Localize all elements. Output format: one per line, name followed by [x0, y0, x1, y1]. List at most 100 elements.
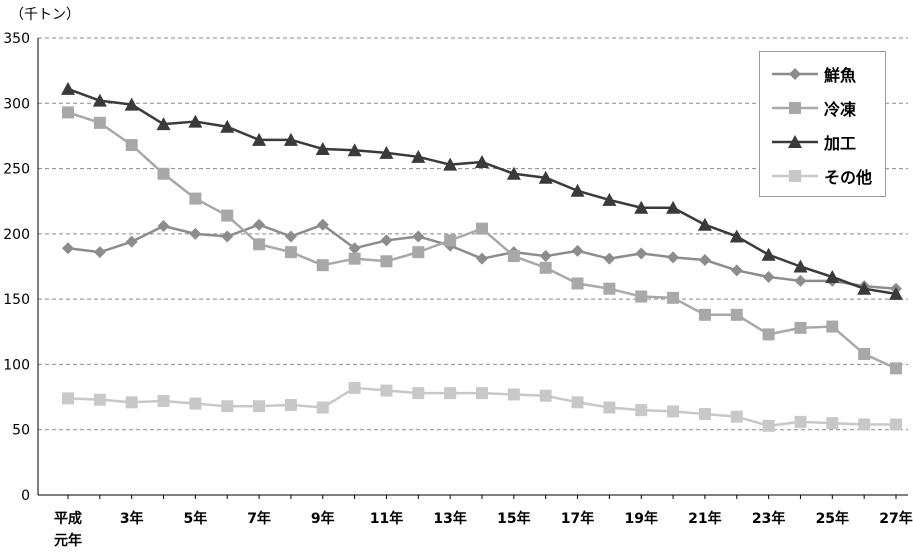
data-point — [125, 396, 138, 409]
data-point — [507, 250, 520, 263]
data-point — [411, 149, 426, 163]
data-point — [283, 132, 298, 146]
y-tick-label: 250 — [3, 162, 30, 178]
legend-item-1: 冷凍 — [770, 96, 856, 120]
legend-marker — [789, 68, 801, 80]
data-point — [729, 229, 744, 243]
data-point — [698, 308, 711, 321]
data-point — [507, 388, 520, 401]
data-point — [698, 253, 711, 266]
data-point — [189, 227, 202, 240]
legend-line-triangle-icon — [772, 135, 818, 148]
data-point — [284, 398, 297, 411]
data-point — [348, 381, 361, 394]
axes — [37, 38, 908, 499]
data-point — [890, 362, 902, 375]
data-point — [889, 286, 903, 300]
data-point — [315, 141, 330, 155]
data-point — [125, 139, 138, 152]
y-tick-label: 100 — [3, 357, 30, 373]
data-point — [221, 209, 234, 222]
data-point — [412, 246, 425, 259]
data-point — [157, 220, 170, 233]
data-point — [826, 320, 839, 333]
data-point — [62, 242, 74, 255]
series-1 — [62, 106, 902, 375]
data-point — [603, 282, 616, 295]
data-point — [794, 415, 807, 428]
data-point — [157, 167, 170, 180]
data-point — [444, 234, 457, 247]
data-point — [316, 218, 329, 231]
legend-marker — [789, 170, 801, 182]
data-point — [794, 321, 807, 334]
data-point — [92, 93, 107, 107]
data-point — [635, 290, 648, 303]
data-point — [476, 387, 488, 400]
legend-marker — [788, 135, 802, 148]
data-point — [412, 387, 425, 400]
data-point — [156, 117, 171, 131]
data-point — [476, 222, 488, 235]
data-point — [762, 270, 775, 283]
data-point — [635, 247, 648, 260]
data-point — [157, 394, 170, 407]
data-point — [635, 404, 648, 417]
data-point — [444, 387, 457, 400]
y-tick-labels: 0 50 100 150 200 250 300 350 — [3, 31, 30, 504]
data-point — [347, 143, 362, 157]
series-3 — [62, 381, 902, 432]
series-2 — [61, 81, 903, 300]
legend: 鮮魚 冷凍 加工 その他 — [759, 51, 886, 197]
data-point — [253, 400, 266, 413]
x-tick-label: 13年 — [433, 510, 466, 527]
legend-item-2: 加工 — [770, 130, 856, 154]
legend-label: 鮮魚 — [824, 66, 857, 85]
data-point — [571, 244, 584, 257]
data-point — [667, 251, 680, 264]
y-axis-unit-label: （千トン） — [10, 7, 80, 23]
data-point — [476, 252, 488, 265]
data-point — [762, 419, 775, 432]
data-point — [667, 291, 680, 304]
data-point — [603, 401, 616, 414]
data-point — [825, 269, 840, 283]
data-point — [412, 230, 425, 243]
x-tick-label: 11年 — [370, 510, 403, 527]
data-point — [220, 119, 235, 133]
y-tick-label: 300 — [3, 96, 30, 112]
x-tick-label: 23年 — [752, 510, 785, 527]
data-point — [506, 166, 521, 180]
data-point — [539, 250, 552, 263]
data-point — [858, 347, 871, 360]
x-tick-label: 27年 — [879, 510, 912, 527]
y-tick-label: 50 — [12, 423, 30, 439]
x-tick-label: 15年 — [497, 510, 530, 527]
data-point — [348, 242, 361, 255]
data-point — [380, 384, 393, 397]
data-point — [602, 192, 617, 206]
data-point — [189, 397, 202, 410]
data-point — [761, 247, 776, 261]
data-point — [890, 418, 902, 431]
legend-label: 加工 — [824, 134, 857, 153]
data-point — [252, 132, 267, 146]
data-point — [538, 170, 553, 184]
data-point — [93, 246, 106, 259]
data-point — [189, 192, 202, 205]
x-tick-label: 5年 — [184, 510, 208, 527]
data-point — [666, 200, 681, 214]
data-point — [793, 259, 808, 273]
legend-line-square-icon — [772, 102, 818, 114]
data-point — [603, 252, 616, 265]
data-point — [124, 97, 139, 111]
x-tick-label: 19年 — [624, 510, 657, 527]
data-point — [284, 230, 297, 243]
x-tick-label: 3年 — [120, 510, 144, 527]
series-0 — [62, 218, 902, 295]
data-point — [316, 401, 329, 414]
data-point — [697, 217, 712, 231]
data-point — [348, 252, 361, 265]
series-layer — [61, 81, 903, 432]
x-tick-label: 9年 — [311, 510, 335, 527]
